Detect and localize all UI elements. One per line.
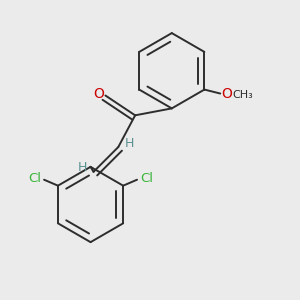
Text: H: H xyxy=(124,136,134,150)
Text: Cl: Cl xyxy=(28,172,41,185)
Text: CH₃: CH₃ xyxy=(232,89,253,100)
Text: H: H xyxy=(78,161,87,174)
Text: O: O xyxy=(93,86,104,100)
Text: Cl: Cl xyxy=(140,172,153,185)
Text: O: O xyxy=(221,86,232,100)
